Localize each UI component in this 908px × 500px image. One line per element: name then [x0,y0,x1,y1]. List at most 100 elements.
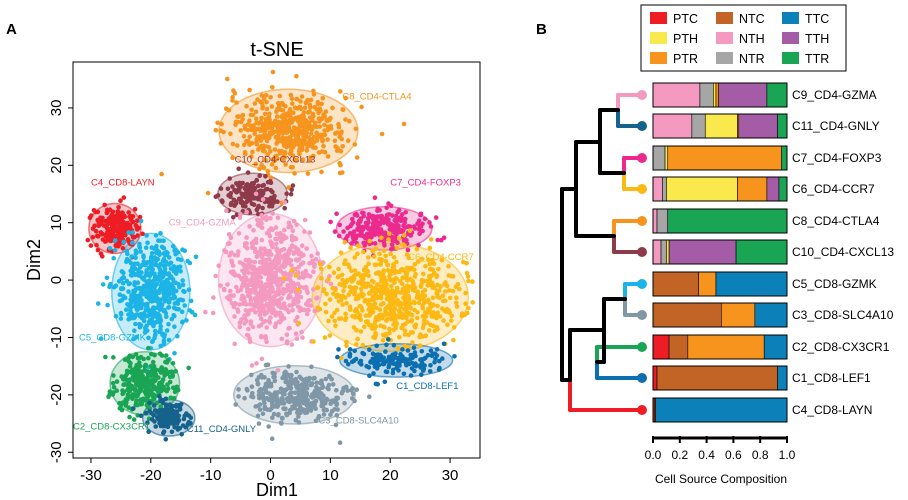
data-point [252,131,257,136]
data-point [282,258,287,263]
data-point [372,195,378,200]
data-point [262,127,268,132]
data-point [349,268,354,274]
data-point [260,411,266,417]
data-point [356,243,361,248]
data-point [283,376,289,381]
data-point [218,283,223,288]
data-point [401,121,407,127]
data-point [270,402,275,408]
data-point [142,363,148,369]
data-point [238,211,243,217]
data-point [372,229,378,235]
data-point [302,141,308,146]
data-point [158,324,163,329]
data-point [377,251,382,257]
data-point [145,369,151,375]
data-point [319,135,324,141]
bar-segment [777,365,788,391]
data-point [385,262,390,268]
data-point [164,328,170,333]
data-point [316,392,322,397]
data-point [293,133,299,138]
bar-outline [652,271,788,297]
data-point [299,144,305,150]
data-point [419,357,424,362]
data-point [156,311,161,317]
data-point [272,378,278,384]
data-point [251,227,256,233]
data-point [300,335,305,340]
data-point [376,282,381,288]
data-point [259,356,265,362]
data-point [310,111,316,117]
data-point [237,302,242,307]
data-point [280,291,286,296]
data-point [264,106,270,112]
data-point [146,335,151,341]
data-point [248,290,253,295]
data-point [143,329,148,334]
data-point [360,350,365,356]
data-point [280,396,285,402]
bar-segment [652,113,693,139]
data-point [242,123,248,129]
legend-box [640,4,847,72]
data-point [372,326,377,331]
data-point [125,220,130,226]
data-point [427,310,433,316]
data-point [421,271,426,277]
data-point [255,147,261,152]
data-point [317,386,322,392]
data-point [124,371,130,377]
data-point [336,122,341,127]
data-point [133,352,139,357]
data-point [168,260,174,266]
data-point [275,215,281,220]
data-point [246,326,251,332]
data-point [321,407,327,413]
bar-segment [766,176,780,202]
data-point [373,214,378,220]
data-point [378,302,384,307]
data-point [248,112,254,118]
data-point [353,126,359,132]
data-point [228,269,234,275]
data-point [300,114,305,119]
data-point [166,255,172,260]
data-point [376,270,381,275]
data-point [284,191,290,196]
data-point [321,143,326,149]
data-point [399,358,405,364]
data-point [113,313,119,319]
data-point [400,228,406,233]
data-point [133,321,138,327]
data-point [184,411,189,416]
data-point [134,250,139,256]
legend-swatch [650,12,667,24]
data-point [432,360,437,365]
data-point [232,273,238,278]
data-point [132,314,138,319]
plot-frame [72,61,481,459]
data-point [285,283,290,288]
data-point [286,220,292,225]
data-point [149,251,155,256]
data-point [104,275,110,281]
data-point [440,293,446,299]
data-point [276,283,281,289]
data-point [294,385,300,391]
data-point [288,191,294,197]
data-point [258,316,264,322]
data-point [431,314,437,320]
data-point [240,293,245,299]
data-point [344,300,349,306]
data-point [92,223,97,228]
category-label: C6_CD4-CCR7 [792,182,875,196]
panel-label-b: B [536,21,547,38]
data-point [427,220,432,225]
data-point [338,355,344,361]
data-point [313,406,318,412]
data-point [232,188,237,193]
data-point [412,288,417,294]
